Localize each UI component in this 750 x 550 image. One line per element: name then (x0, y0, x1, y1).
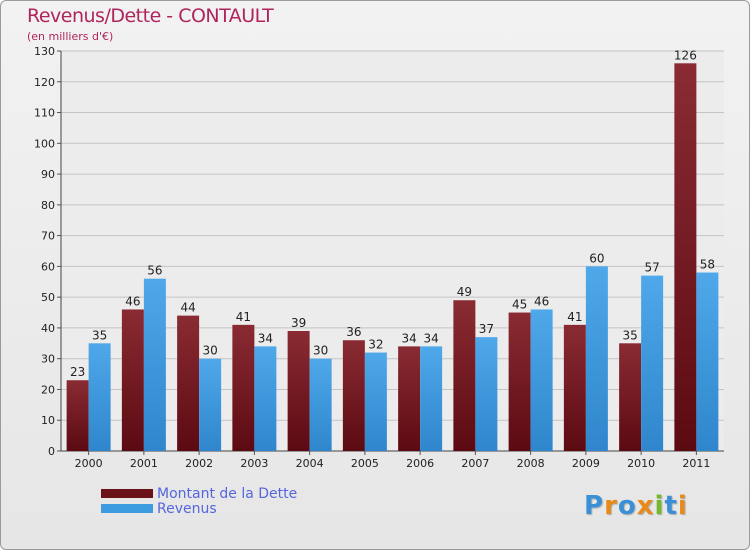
value-label-revenus: 46 (534, 294, 549, 308)
bar-revenus (88, 343, 111, 451)
value-label-revenus: 30 (202, 344, 217, 358)
value-label-debt: 34 (401, 331, 416, 345)
y-tick-label: 10 (41, 414, 55, 427)
bar-revenus (420, 346, 443, 451)
legend-item-debt: Montant de la Dette (101, 485, 298, 502)
bar-debt (619, 343, 642, 451)
bar-revenus (475, 337, 498, 451)
bar-revenus (530, 309, 553, 451)
value-label-revenus: 57 (644, 261, 659, 275)
bar-debt (508, 312, 531, 451)
x-tick-label: 2000 (75, 457, 103, 470)
value-label-revenus: 60 (589, 251, 604, 265)
bar-revenus (641, 275, 664, 451)
x-tick-label: 2006 (406, 457, 434, 470)
y-tick-label: 40 (41, 322, 55, 335)
y-tick-label: 30 (41, 353, 55, 366)
x-tick-label: 2008 (517, 457, 545, 470)
legend: Montant de la Dette Revenus (101, 485, 298, 517)
logo-letter: t (664, 491, 678, 521)
value-label-revenus: 56 (147, 264, 162, 278)
x-tick-label: 2003 (240, 457, 268, 470)
proxiti-logo: Proxiti (584, 491, 688, 521)
x-tick-label: 2007 (461, 457, 489, 470)
plot-area (61, 51, 724, 451)
bar-debt (342, 340, 365, 451)
value-label-debt: 39 (291, 316, 306, 330)
y-tick-label: 110 (34, 107, 55, 120)
logo-letter: P (584, 491, 605, 521)
grid (61, 50, 724, 452)
y-tick-label: 50 (41, 291, 55, 304)
logo-letter: x (636, 491, 655, 521)
value-label-debt: 46 (125, 294, 140, 308)
value-label-revenus: 58 (700, 258, 715, 272)
value-label-debt: 126 (674, 48, 697, 62)
bar-revenus (199, 358, 222, 451)
value-label-revenus: 37 (479, 322, 494, 336)
legend-swatch-debt (101, 489, 153, 498)
y-tick-label: 60 (41, 260, 55, 273)
bar-debt (453, 300, 476, 451)
legend-label-revenus: Revenus (157, 500, 217, 517)
bar-debt (121, 309, 144, 451)
x-tick-label: 2004 (296, 457, 324, 470)
bar-revenus (585, 266, 608, 451)
bar-revenus (364, 352, 387, 451)
bar-revenus (309, 358, 332, 451)
logo-letter: i (677, 491, 688, 521)
legend-label-debt: Montant de la Dette (157, 485, 298, 502)
legend-item-revenus: Revenus (101, 500, 297, 517)
bar-debt (66, 380, 89, 451)
bar-revenus (696, 272, 719, 451)
x-tick-label: 2010 (627, 457, 655, 470)
y-tick-label: 70 (41, 230, 55, 243)
axes: 0 10 20 30 40 50 60 70 80 90 100 110 120 130 2000 2001 2… (34, 45, 724, 470)
value-label-revenus: 30 (313, 344, 328, 358)
bar-debt (398, 346, 421, 451)
x-tick-label: 2009 (572, 457, 600, 470)
bar-debt (177, 315, 200, 451)
value-label-revenus: 34 (423, 331, 438, 345)
y-tick-label: 120 (34, 76, 55, 89)
bar-debt (287, 331, 310, 451)
value-label-debt: 41 (236, 310, 251, 324)
x-tick-label: 2002 (185, 457, 213, 470)
x-tick-label: 2005 (351, 457, 379, 470)
bars (66, 63, 719, 452)
y-tick-label: 80 (41, 199, 55, 212)
y-tick-label: 20 (41, 383, 55, 396)
value-label-debt: 44 (180, 301, 195, 315)
bar-debt (674, 63, 697, 452)
bar-debt (232, 324, 255, 451)
logo-letter: r (604, 491, 618, 521)
y-tick-label: 100 (34, 137, 55, 150)
value-label-revenus: 35 (92, 328, 107, 342)
logo-letter: i (654, 491, 665, 521)
chart-title: Revenus/Dette - CONTAULT (27, 5, 274, 27)
value-label-debt: 41 (567, 310, 582, 324)
y-tick-label: 0 (48, 445, 55, 458)
bar-debt (563, 324, 586, 451)
value-label-revenus: 32 (368, 338, 383, 352)
value-label-debt: 45 (512, 298, 527, 312)
logo-letter: o (617, 491, 637, 521)
bar-revenus (254, 346, 277, 451)
value-label-debt: 35 (622, 328, 637, 342)
value-labels: 23 35 46 56 44 30 41 34 39 30 36 32 34 34 49 37 45 46 41 60… (70, 48, 715, 379)
value-label-debt: 36 (346, 325, 361, 339)
legend-swatch-revenus (101, 504, 153, 513)
value-label-debt: 49 (457, 285, 472, 299)
value-label-revenus: 34 (258, 331, 273, 345)
x-tick-label: 2001 (130, 457, 158, 470)
value-label-debt: 23 (70, 365, 85, 379)
chart-subtitle: (en milliers d'€) (27, 30, 114, 43)
y-tick-label: 90 (41, 168, 55, 181)
y-tick-label: 130 (34, 45, 55, 58)
x-tick-label: 2011 (682, 457, 710, 470)
bar-revenus (143, 278, 166, 451)
